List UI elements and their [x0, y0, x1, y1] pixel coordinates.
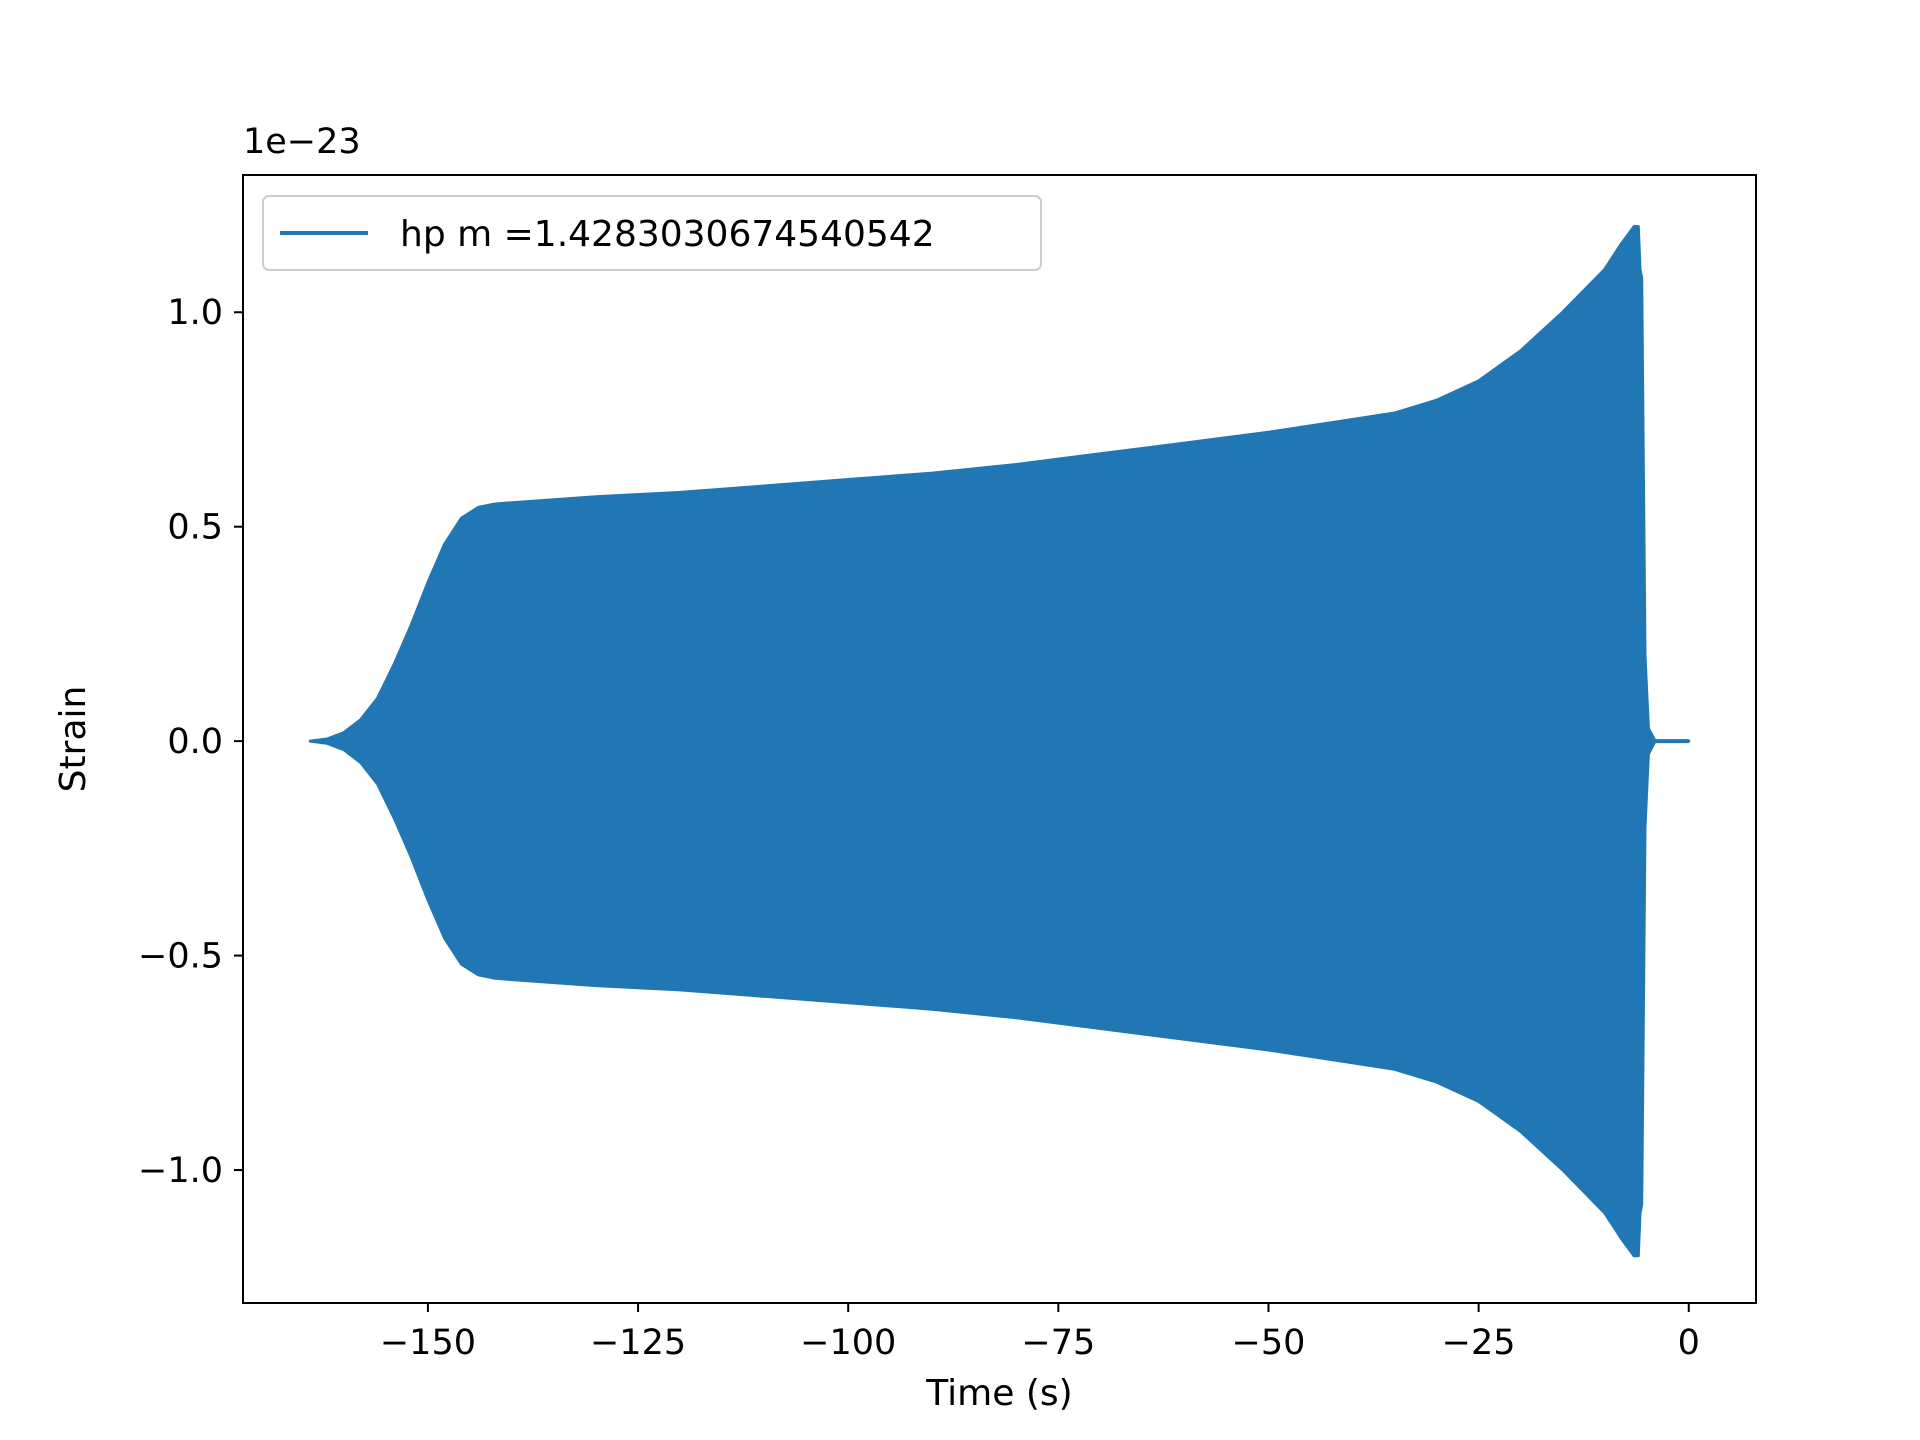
x-axis-label: Time (s) [925, 1373, 1072, 1414]
y-axis-label: Strain [53, 686, 94, 793]
x-tick-label: −150 [380, 1323, 476, 1363]
x-tick-label: −50 [1232, 1323, 1306, 1363]
y-axis-offset-text: 1e−23 [243, 122, 361, 162]
y-tick-label: 0.5 [167, 508, 223, 548]
x-tick-label: −25 [1442, 1323, 1516, 1363]
axes-frame [242, 174, 1757, 1304]
y-axis: −1.0 −0.5 0.0 0.5 1.0 [138, 293, 243, 1191]
y-tick-label: −1.0 [138, 1151, 223, 1191]
legend-entry-label: hp m =1.4283030674540542 [400, 214, 935, 255]
x-axis: −150 −125 −100 −75 −50 −25 0 [380, 1303, 1700, 1363]
x-tick-label: −100 [800, 1323, 896, 1363]
legend-box [262, 195, 1042, 271]
plot-area [308, 225, 1691, 1258]
series-hp-waveform [308, 225, 1691, 1258]
x-tick-label: −75 [1021, 1323, 1095, 1363]
x-tick-label: 0 [1678, 1323, 1700, 1363]
x-tick-label: −125 [590, 1323, 686, 1363]
legend: hp m =1.4283030674540542 [262, 195, 1042, 271]
y-tick-label: 0.0 [167, 722, 223, 762]
y-tick-label: 1.0 [167, 293, 223, 333]
y-tick-label: −0.5 [138, 937, 223, 977]
